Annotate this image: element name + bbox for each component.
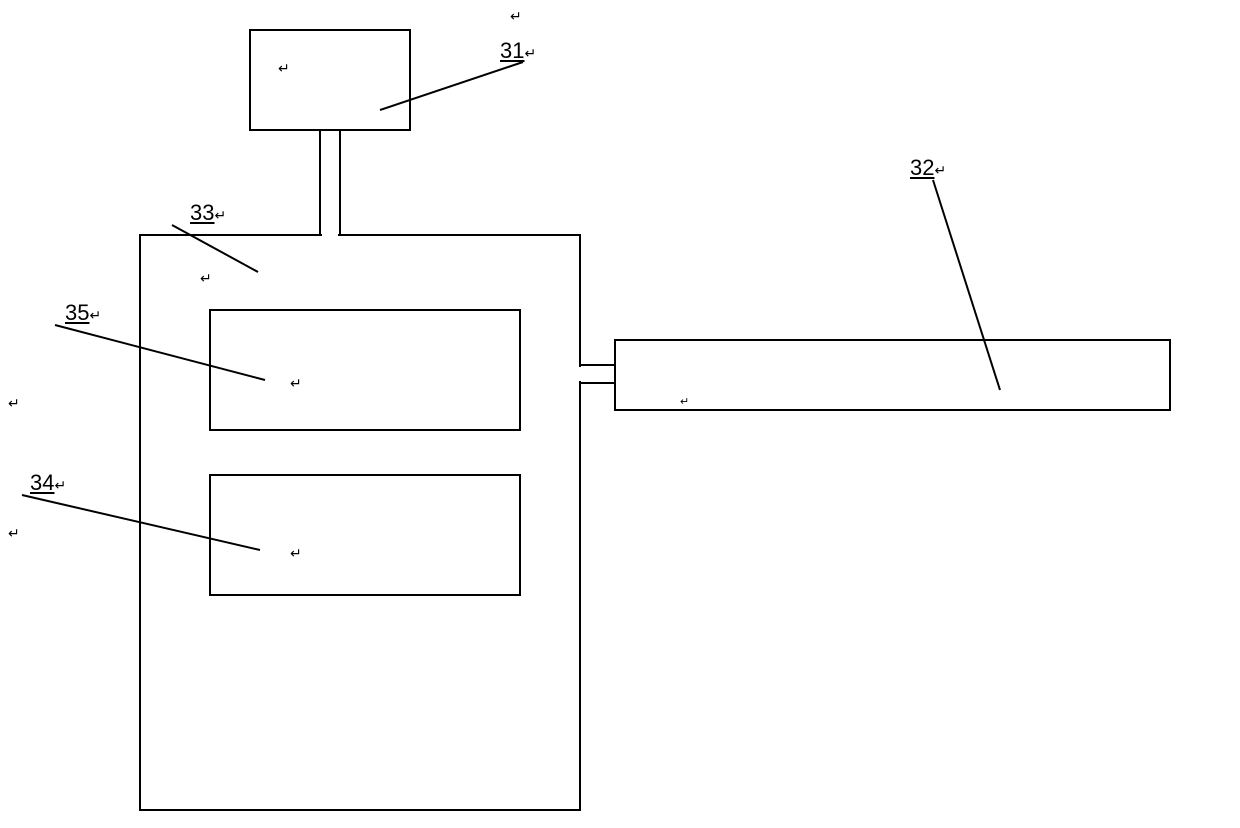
inner-lower-box bbox=[210, 475, 520, 595]
label-32: 32↵ bbox=[910, 155, 946, 181]
label-34: 34↵ bbox=[30, 470, 66, 496]
return-icon: ↵ bbox=[214, 207, 226, 223]
return-icon: ↵ bbox=[89, 307, 101, 323]
label-34-text: 34 bbox=[30, 470, 54, 495]
return-icon: ↵ bbox=[934, 162, 946, 178]
label-31-text: 31 bbox=[500, 38, 524, 63]
arm-connector bbox=[580, 365, 615, 383]
stray-mark: ↵ bbox=[8, 395, 20, 412]
label-31: 31↵ bbox=[500, 38, 536, 64]
return-icon: ↵ bbox=[524, 45, 536, 61]
inner-upper-box bbox=[210, 310, 520, 430]
label-33: 33↵ bbox=[190, 200, 226, 226]
stray-mark: ↵ bbox=[290, 545, 302, 562]
stray-mark: ↵ bbox=[290, 375, 302, 392]
diagram-canvas bbox=[0, 0, 1240, 828]
top-box bbox=[250, 30, 410, 130]
label-35-text: 35 bbox=[65, 300, 89, 325]
label-35: 35↵ bbox=[65, 300, 101, 326]
stray-mark: ↵ bbox=[8, 525, 20, 542]
stray-mark: ↵ bbox=[278, 60, 290, 77]
neck-connector bbox=[320, 130, 340, 235]
return-icon: ↵ bbox=[54, 477, 66, 493]
label-33-text: 33 bbox=[190, 200, 214, 225]
stray-mark: ↵ bbox=[200, 270, 212, 287]
right-arm-box bbox=[615, 340, 1170, 410]
label-32-text: 32 bbox=[910, 155, 934, 180]
stray-mark: ↵ bbox=[680, 395, 689, 408]
stray-mark: ↵ bbox=[510, 8, 522, 25]
